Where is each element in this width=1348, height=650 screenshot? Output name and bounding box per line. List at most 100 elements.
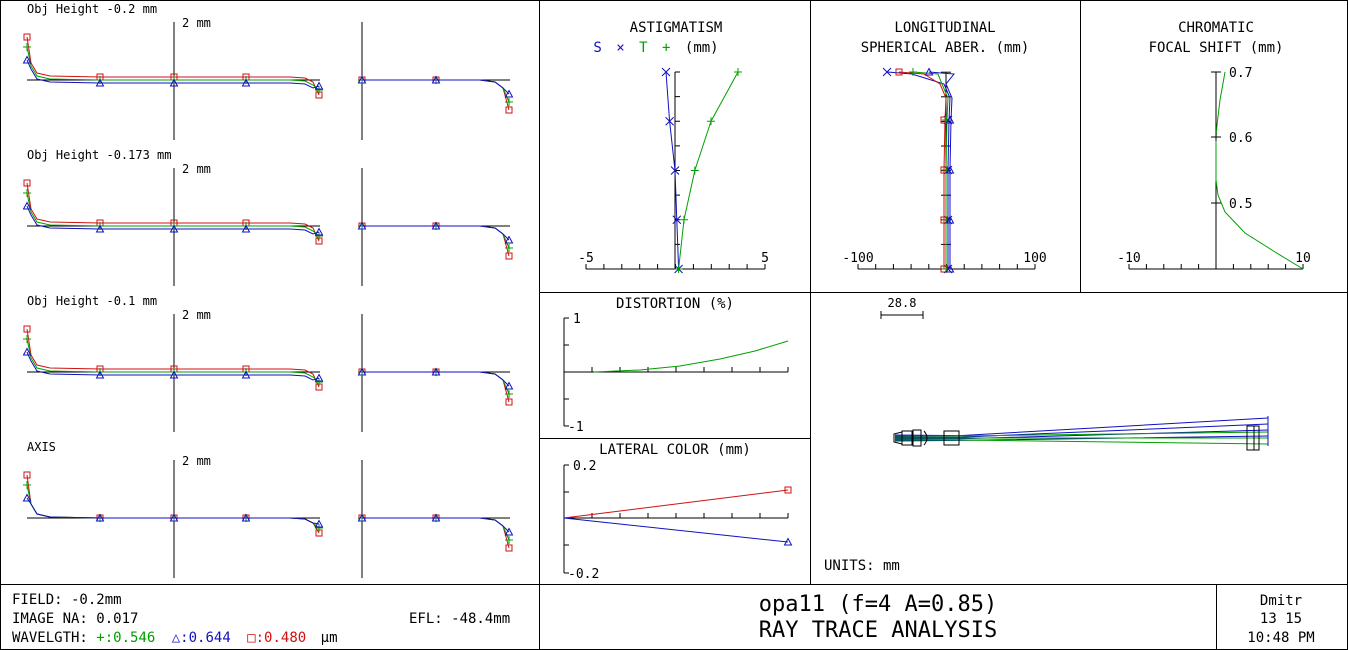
- plus-marker: [505, 244, 513, 252]
- fan-scale-label: 2 mm: [182, 16, 211, 30]
- wavelength-green: +:0.546: [96, 630, 155, 646]
- longitudinal-title-line1: LONGITUDINAL: [894, 20, 995, 36]
- footer-image-na: IMAGE NA: 0.017: [12, 611, 138, 627]
- plus-marker: [505, 390, 513, 398]
- footer-author: Dmitr: [1260, 593, 1302, 609]
- triangle-marker: [504, 381, 514, 390]
- wavelength-blue: △:0.644: [172, 630, 231, 646]
- triangle-marker: [169, 370, 179, 379]
- plus-marker: [680, 215, 688, 224]
- plus-marker: [707, 117, 715, 126]
- layout-scale-value: 28.8: [888, 296, 917, 310]
- ray-fan-row-0: Obj Height -0.2 mm 2 mm: [22, 2, 514, 140]
- triangle-marker: [22, 201, 32, 210]
- dist-tick-label-top: 1: [573, 312, 581, 327]
- ray-blue: [894, 423, 1269, 438]
- ray-fan-row-1: Obj Height -0.173 mm 2 mm: [22, 148, 514, 286]
- plus-marker: [734, 68, 742, 76]
- triangle-marker: [431, 367, 441, 376]
- distortion-chart: DISTORTION (%) 1 -1: [563, 296, 789, 435]
- triangle-marker: [945, 264, 955, 273]
- astig-tick-label-min: -5: [578, 251, 594, 266]
- triangle-marker: [241, 224, 251, 233]
- wavelength-prefix: WAVELGTH:: [12, 630, 96, 646]
- ray-fan-row-3: AXIS 2 mm: [22, 440, 514, 578]
- sagittal-curve: [362, 371, 510, 387]
- triangle-marker: [169, 224, 179, 233]
- cfs-tick-label-min: -10: [1117, 251, 1140, 266]
- x-marker: [665, 116, 674, 126]
- fan-field-label: AXIS: [27, 440, 56, 454]
- square-marker: [505, 252, 513, 260]
- footer-field: FIELD: -0.2mm: [12, 592, 122, 608]
- ray-fan-row-2: Obj Height -0.1 mm 2 mm: [22, 294, 514, 432]
- lsa-curve: [898, 71, 947, 269]
- square-marker: [505, 398, 513, 406]
- triangle-marker: [22, 493, 32, 502]
- plus-marker: [1212, 133, 1220, 141]
- cfs-ytick-label-0.6: 0.6: [1229, 131, 1252, 146]
- lens-element: [923, 430, 928, 446]
- triangle-marker: [945, 165, 955, 174]
- square-marker: [23, 179, 31, 187]
- cfs-curve: [1215, 71, 1304, 270]
- plus-marker: [690, 166, 699, 175]
- footer-efl: EFL: -48.4mm: [409, 611, 510, 627]
- sagittal-curve: [362, 517, 510, 549]
- distortion-curve: [593, 340, 789, 373]
- tangential-curve: [26, 351, 320, 381]
- plus-marker: [674, 265, 683, 273]
- plus-marker: [315, 86, 323, 94]
- astigmatism-title: ASTIGMATISM: [630, 20, 723, 36]
- lateral-red: [563, 489, 789, 519]
- fan-scale-label: 2 mm: [182, 454, 211, 468]
- lsa-tick-label-min: -100: [842, 251, 873, 266]
- square-marker: [895, 68, 903, 76]
- lateral-color-chart: LATERAL COLOR (mm) 0.2 -0.2: [563, 442, 793, 582]
- triangle-marker: [314, 519, 324, 528]
- square-marker: [505, 106, 513, 114]
- footer-wavelength: WAVELGTH: +:0.546 △:0.644 □:0.480 µm: [12, 630, 338, 646]
- triangle-marker: [95, 513, 105, 522]
- lat-tick-label-top: 0.2: [573, 459, 596, 474]
- triangle-marker: [22, 347, 32, 356]
- longitudinal-aberration-chart: LONGITUDINAL SPHERICAL ABER. (mm) -100 1…: [842, 20, 1047, 274]
- footer-time: 10:48 PM: [1247, 630, 1314, 646]
- lateral-title: LATERAL COLOR (mm): [599, 442, 751, 458]
- fan-scale-label: 2 mm: [182, 162, 211, 176]
- plus-marker: [315, 232, 323, 240]
- triangle-marker: [241, 513, 251, 522]
- triangle-marker: [357, 513, 367, 522]
- footer-title-line2: RAY TRACE ANALYSIS: [759, 618, 997, 643]
- chromatic-title-line2: FOCAL SHIFT (mm): [1149, 40, 1284, 56]
- triangle-marker: [169, 78, 179, 87]
- chromatic-title-line1: CHROMATIC: [1178, 20, 1254, 36]
- triangle-marker: [504, 235, 514, 244]
- triangle-marker: [504, 89, 514, 98]
- wavelength-unit: µm: [321, 630, 338, 646]
- cfs-ytick-label-0.5: 0.5: [1229, 197, 1252, 212]
- triangle-marker: [431, 75, 441, 84]
- sagittal-curve: [362, 79, 510, 95]
- tangential-curve: [26, 192, 320, 237]
- triangle-marker: [783, 537, 793, 546]
- sagittal-curve: [362, 79, 510, 111]
- astigmatism-legend: S × T + (mm): [593, 40, 718, 56]
- lsa-curve: [912, 71, 949, 269]
- triangle-marker: [357, 221, 367, 230]
- triangle-marker: [945, 115, 955, 124]
- square-marker: [23, 33, 31, 41]
- plus-marker: [315, 378, 323, 386]
- wavelength-red: □:0.480: [247, 630, 306, 646]
- astigmatism-chart: ASTIGMATISM S × T + (mm) -5 5: [578, 20, 769, 274]
- square-marker: [784, 486, 792, 494]
- legend-t: T: [639, 40, 648, 56]
- astigmatism-axes: [585, 67, 766, 274]
- triangle-marker: [945, 215, 955, 224]
- triangle-marker: [431, 513, 441, 522]
- square-marker: [23, 471, 31, 479]
- sagittal-curve: [362, 225, 510, 241]
- triangle-marker: [241, 370, 251, 379]
- fan-field-label: Obj Height -0.173 mm: [27, 148, 172, 162]
